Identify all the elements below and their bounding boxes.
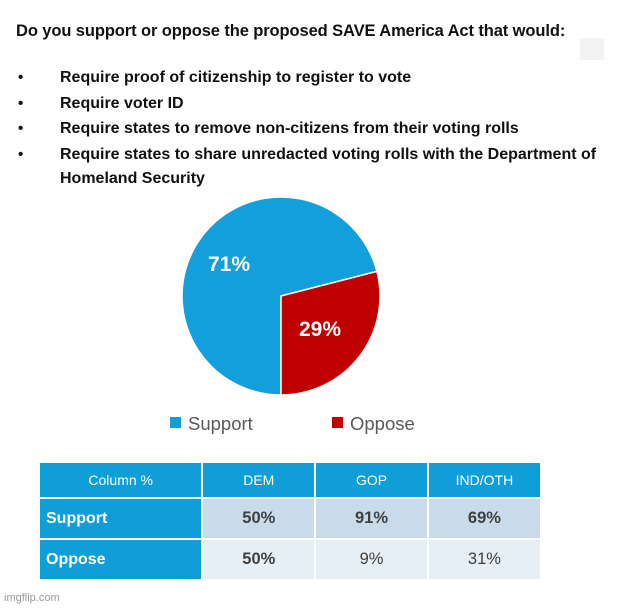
column-header: IND/OTH	[428, 463, 540, 497]
table-header-row: Column % DEM GOP IND/OTH	[40, 463, 540, 497]
bullet-item: • Require states to share unredacted voti…	[18, 143, 618, 191]
question-title: Do you support or oppose the proposed SA…	[16, 22, 566, 40]
table-row: Support 50% 91% 69%	[40, 499, 540, 538]
bullet-dot: •	[18, 94, 24, 112]
table-cell: 69%	[428, 499, 540, 538]
bullet-item: • Require voter ID	[18, 92, 618, 116]
bullet-list: • Require proof of citizenship to registe…	[18, 66, 618, 192]
pie-chart-area: 71% 29% Support Oppose	[170, 196, 415, 434]
bullet-text: Require states to share unredacted votin…	[60, 145, 597, 187]
bullet-item: • Require proof of citizenship to registe…	[18, 66, 618, 90]
legend-swatch-oppose	[332, 417, 343, 428]
bullet-text: Require proof of citizenship to register…	[60, 69, 412, 86]
bullet-dot: •	[18, 120, 24, 137]
table-cell: 9%	[316, 540, 427, 579]
results-table: Column % DEM GOP IND/OTH Support 50% 91%…	[38, 461, 542, 581]
legend-label-support: Support	[188, 413, 253, 434]
bullet-item: • Require states to remove non-citizens f…	[18, 117, 618, 141]
watermark: imgflip.com	[4, 592, 60, 604]
table-row: Oppose 50% 9% 31%	[40, 540, 540, 579]
bullet-dot: •	[18, 69, 24, 86]
pie-slice-support	[181, 196, 378, 396]
column-header: Column %	[40, 463, 202, 497]
pie-slice-oppose	[280, 270, 381, 396]
bullet-text: Require states to remove non-citizens fr…	[60, 120, 519, 137]
pie-label-support: 71%	[208, 253, 250, 276]
row-label: Support	[40, 499, 202, 538]
table-cell: 31%	[428, 540, 540, 579]
pie-label-oppose: 29%	[299, 318, 341, 341]
legend-label-oppose: Oppose	[350, 413, 415, 434]
table-cell: 91%	[316, 499, 427, 538]
column-header: DEM	[203, 463, 315, 497]
legend-swatch-support	[170, 417, 181, 428]
pie-chart: 71% 29% Support Oppose	[170, 196, 415, 434]
row-label: Oppose	[40, 540, 202, 579]
table-cell: 50%	[203, 540, 315, 579]
bullet-dot: •	[18, 145, 24, 163]
bullet-text: Require voter ID	[60, 94, 184, 112]
column-header: GOP	[316, 463, 427, 497]
table-cell: 50%	[203, 499, 315, 538]
corner-mark	[580, 38, 604, 60]
